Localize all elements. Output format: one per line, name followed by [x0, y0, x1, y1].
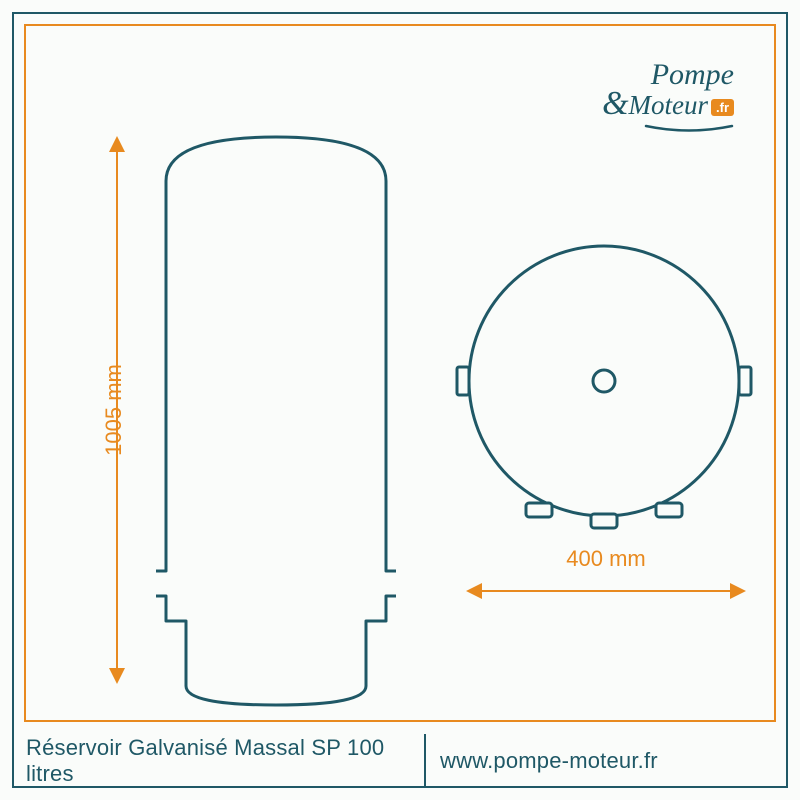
product-name: Réservoir Galvanisé Massal SP 100 litres	[26, 735, 410, 787]
drawing-area: Pompe &Moteur.fr 1005 mm	[24, 24, 776, 722]
logo-line2: &Moteur.fr	[602, 87, 734, 121]
website-url: www.pompe-moteur.fr	[440, 748, 658, 774]
footer-product-cell: Réservoir Galvanisé Massal SP 100 litres	[12, 734, 426, 788]
tank-side-view	[156, 131, 396, 711]
footer-url-cell: www.pompe-moteur.fr	[426, 734, 788, 788]
width-label: 400 mm	[566, 546, 645, 572]
logo-swoosh-icon	[644, 123, 734, 133]
height-label: 1005 mm	[101, 364, 127, 456]
width-arrow-icon	[466, 576, 746, 606]
footer: Réservoir Galvanisé Massal SP 100 litres…	[12, 734, 788, 788]
width-dimension: 400 mm	[466, 576, 746, 626]
logo-badge: .fr	[711, 99, 734, 116]
tank-top-view	[454, 231, 754, 531]
height-dimension: 1005 mm	[102, 136, 132, 684]
brand-logo: Pompe &Moteur.fr	[602, 60, 734, 137]
